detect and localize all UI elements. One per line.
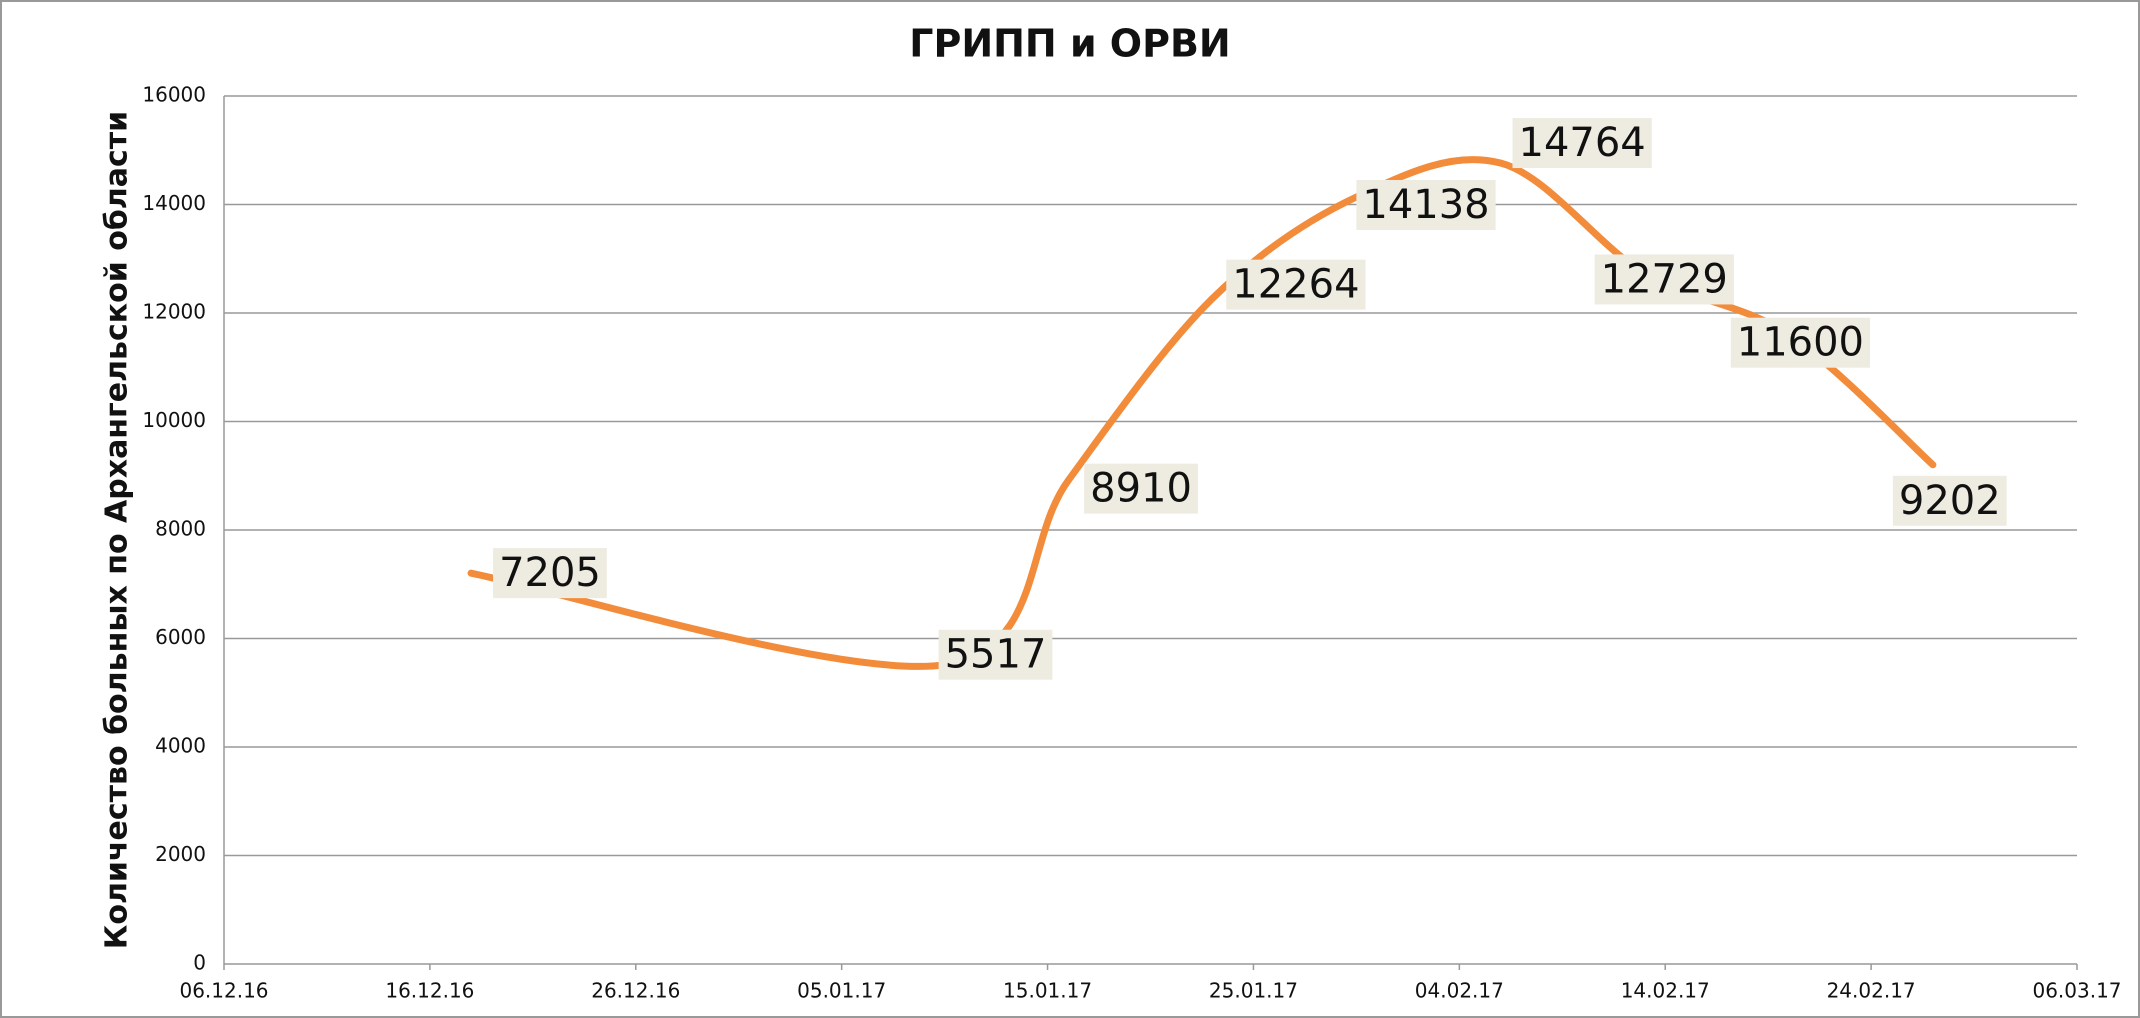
x-tick-label: 24.02.17 [1827, 979, 1916, 1003]
data-label: 11600 [1737, 320, 1864, 366]
data-label: 14764 [1519, 120, 1646, 166]
x-tick-label: 14.02.17 [1621, 979, 1710, 1003]
x-tick-label: 25.01.17 [1209, 979, 1298, 1003]
y-axis-label: Количество больных по Архангельской обла… [100, 111, 135, 949]
y-tick-label: 2000 [155, 842, 206, 866]
data-label: 5517 [945, 632, 1047, 678]
data-label: 14138 [1362, 182, 1489, 228]
data-label-box [493, 548, 607, 599]
data-label-box [938, 629, 1053, 680]
data-label-box [1594, 254, 1734, 305]
y-tick-label: 14000 [142, 191, 206, 215]
y-tick-label: 16000 [142, 83, 206, 107]
x-tick-label: 16.12.16 [385, 979, 474, 1003]
x-tick-label: 15.01.17 [1003, 979, 1092, 1003]
chart-title: ГРИПП и ОРВИ [909, 22, 1230, 66]
y-tick-label: 6000 [155, 625, 206, 649]
data-label-box [1084, 463, 1198, 514]
data-label-box [1730, 317, 1871, 368]
data-label-box [1226, 259, 1366, 310]
data-label: 8910 [1090, 466, 1192, 512]
x-tick-label: 04.02.17 [1415, 979, 1504, 1003]
x-tick-label: 26.12.16 [591, 979, 680, 1003]
data-label-box [1512, 118, 1652, 169]
data-label-box [1892, 475, 2007, 526]
x-tick-label: 05.01.17 [797, 979, 886, 1003]
y-tick-label: 10000 [142, 408, 206, 432]
y-tick-label: 8000 [155, 517, 206, 541]
x-tick-label: 06.12.16 [179, 979, 268, 1003]
y-tick-label: 4000 [155, 734, 206, 758]
data-label-box [1356, 180, 1496, 231]
data-label: 7205 [499, 550, 601, 596]
y-tick-label: 0 [193, 951, 206, 975]
data-label: 12729 [1601, 256, 1728, 302]
data-label: 12264 [1232, 262, 1359, 308]
data-label: 9202 [1899, 478, 2001, 524]
y-tick-label: 12000 [142, 300, 206, 324]
x-tick-label: 06.03.17 [2032, 979, 2121, 1003]
